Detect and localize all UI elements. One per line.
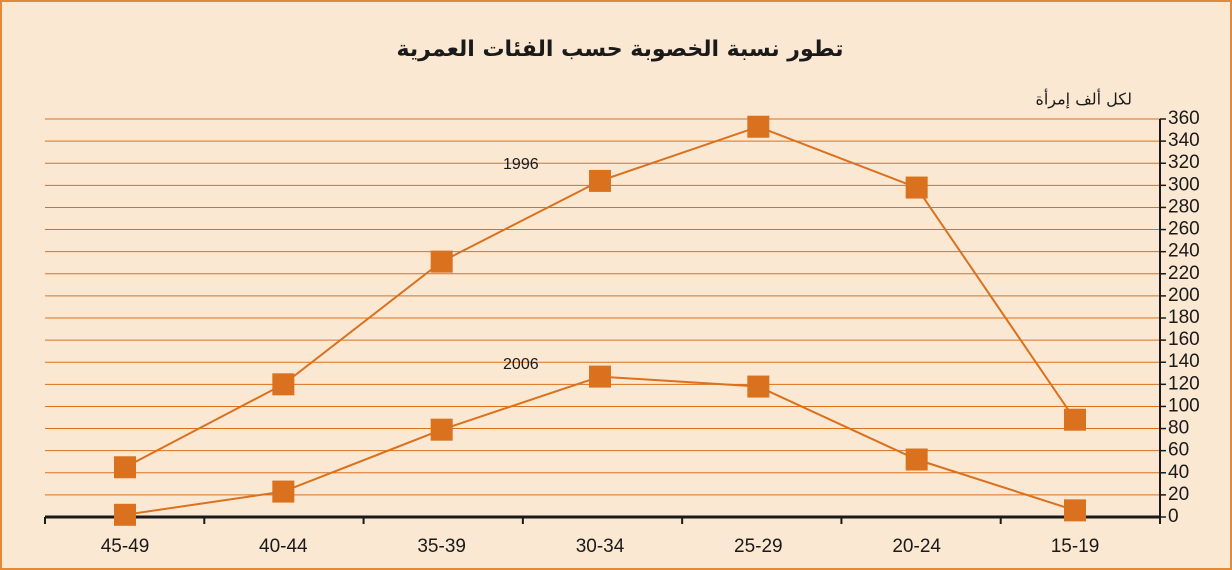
marker [272, 373, 295, 396]
y-tick-label: 220 [1168, 263, 1200, 284]
x-tick-label: 20-24 [892, 536, 941, 557]
y-tick-label: 40 [1168, 462, 1189, 483]
marker [430, 250, 453, 273]
marker [430, 418, 453, 441]
series-label: 1996 [503, 156, 539, 173]
x-tick-label: 40-44 [259, 536, 308, 557]
marker [747, 115, 770, 138]
marker [1064, 499, 1086, 522]
x-tick-label: 15-19 [1051, 536, 1100, 557]
y-tick-label: 360 [1168, 108, 1200, 129]
y-tick-label: 0 [1168, 506, 1179, 527]
x-tick-label: 30-34 [576, 536, 625, 557]
y-tick-label: 260 [1168, 219, 1200, 240]
y-tick-label: 60 [1168, 440, 1189, 461]
y-tick-label: 160 [1168, 329, 1200, 350]
chart-title: تطور نسبة الخصوبة حسب الفئات العمرية [397, 37, 844, 62]
y-tick-label: 120 [1168, 373, 1200, 394]
marker [905, 448, 928, 471]
y-tick-label: 320 [1168, 152, 1200, 173]
y-tick-label: 240 [1168, 241, 1200, 262]
marker [114, 503, 136, 526]
y-tick-label: 300 [1168, 174, 1200, 195]
marker [114, 456, 136, 479]
marker [272, 480, 295, 503]
marker [905, 176, 928, 199]
y-tick-label: 100 [1168, 395, 1200, 416]
y-axis-label: لكل ألف إمرأة [1035, 89, 1132, 110]
marker [1064, 408, 1086, 431]
x-tick-label: 25-29 [734, 536, 783, 557]
y-tick-label: 200 [1168, 285, 1200, 306]
y-tick-label: 80 [1168, 418, 1189, 439]
y-tick-label: 140 [1168, 351, 1200, 372]
y-tick-label: 280 [1168, 196, 1200, 217]
marker [589, 169, 611, 192]
marker [589, 365, 611, 388]
x-tick-label: 35-39 [417, 536, 466, 557]
x-tick-label: 45-49 [101, 536, 150, 557]
marker [747, 375, 770, 398]
y-tick-label: 180 [1168, 307, 1200, 328]
series-label: 2006 [503, 356, 539, 373]
y-tick-label: 340 [1168, 130, 1200, 151]
y-tick-label: 20 [1168, 484, 1189, 505]
